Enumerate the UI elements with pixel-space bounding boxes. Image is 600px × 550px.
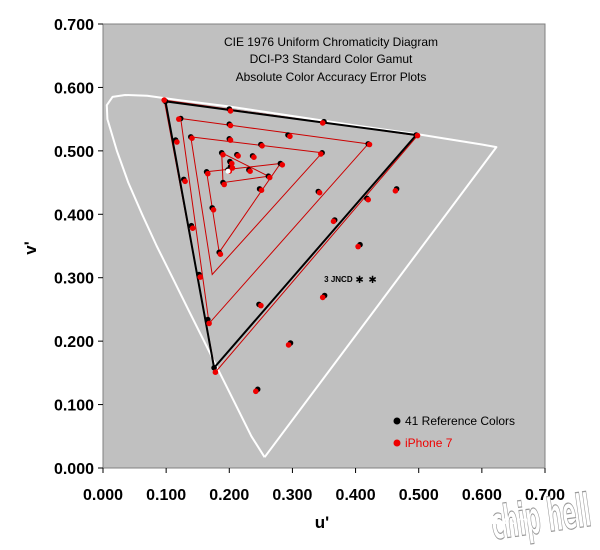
y-tick-label-0: 0.000	[54, 461, 94, 478]
iphone-point-24	[205, 170, 211, 177]
iphone-point-36	[229, 160, 235, 167]
iphone-point-1	[161, 97, 167, 103]
legend-label-iphone: iPhone 7	[405, 436, 453, 450]
iphone-point-3	[319, 120, 326, 126]
title-line-1: CIE 1976 Uniform Chromaticity Diagram	[224, 35, 438, 49]
iphone-point-14	[182, 178, 188, 185]
iphone-point-17	[227, 122, 234, 129]
iphone-point-5	[392, 188, 399, 194]
y-tick-label-6: 0.600	[54, 80, 94, 97]
iphone-point-13	[189, 225, 196, 231]
x-axis-title: u'	[315, 513, 329, 532]
iphone-point-39	[330, 218, 337, 225]
chart-title: CIE 1976 Uniform Chromaticity Diagram DC…	[224, 35, 438, 84]
iphone-point-41	[258, 302, 264, 309]
jncd-marker-measured: ✱	[368, 275, 376, 286]
iphone-point-26	[217, 251, 224, 257]
y-tick-label-7: 0.700	[54, 17, 94, 34]
x-tick-label-2: 0.200	[209, 487, 249, 504]
watermark-logo: chip hell	[487, 483, 594, 550]
y-tick-label-4: 0.400	[54, 207, 94, 224]
y-tick-label-2: 0.200	[54, 334, 94, 351]
iphone-point-4	[414, 132, 421, 139]
iphone-point-9	[253, 388, 259, 395]
iphone-point-33	[247, 168, 253, 174]
title-line-3: Absolute Color Accuracy Error Plots	[236, 70, 427, 84]
y-axis-title: v'	[21, 241, 40, 255]
white-point	[225, 168, 231, 174]
iphone-point-11	[206, 320, 212, 327]
iphone-point-10	[212, 369, 219, 376]
iphone-point-40	[316, 189, 323, 196]
iphone-point-28	[235, 153, 241, 159]
iphone-point-22	[259, 143, 265, 149]
jncd-marker-reference: ✱	[355, 275, 363, 286]
iphone-point-19	[366, 141, 373, 148]
iphone-point-2	[227, 108, 234, 114]
iphone-point-34	[266, 174, 273, 181]
iphone-point-20	[189, 135, 195, 141]
x-tick-label-3: 0.300	[272, 487, 312, 504]
x-tick-label-4: 0.400	[336, 487, 376, 504]
title-line-2: DCI-P3 Standard Color Gamut	[250, 52, 413, 66]
reference-gamut-triangle-1	[164, 100, 419, 371]
y-tick-label-3: 0.300	[54, 271, 94, 288]
iphone-point-30	[279, 162, 286, 168]
iphone-point-31	[258, 187, 265, 193]
iphone-point-21	[227, 137, 234, 143]
legend-marker-reference	[393, 417, 401, 425]
x-axis-ticks: 0.000 0.100 0.200 0.300 0.400 0.500 0.600 0.700	[83, 468, 565, 504]
measured-gamut-triangle-2	[180, 117, 370, 325]
iphone-point-7	[319, 294, 326, 301]
measured-gamut-triangle-3	[190, 136, 324, 276]
legend-marker-iphone	[393, 439, 401, 447]
iphone-point-15	[174, 139, 180, 145]
iphone-point-38	[365, 196, 372, 203]
jncd-annotation: 3 JNCD ✱ ✱	[324, 275, 377, 286]
x-tick-label-5: 0.500	[399, 487, 439, 504]
iphone-point-29	[251, 154, 257, 160]
iphone-point-12	[197, 274, 203, 280]
y-axis-ticks: 0.000 0.100 0.200 0.300 0.400 0.500 0.600 0.700	[54, 17, 103, 478]
legend: 41 Reference Colors iPhone 7	[393, 414, 515, 450]
spectrum-locus	[105, 94, 498, 458]
iphone-point-18	[287, 133, 293, 140]
iphone-point-23	[318, 151, 324, 157]
data-points	[161, 97, 421, 395]
iphone-point-16	[176, 116, 182, 122]
iphone-point-32	[220, 151, 226, 158]
iphone-point-37	[221, 181, 227, 188]
measured-gamut-triangle-5	[221, 151, 271, 184]
watermark-url: www.chiphell.com	[416, 514, 529, 527]
spectrum-locus-curve	[105, 94, 498, 458]
y-tick-label-5: 0.500	[54, 144, 94, 161]
legend-label-reference: 41 Reference Colors	[405, 414, 515, 428]
x-tick-label-0: 0.000	[83, 487, 123, 504]
x-tick-label-7: 0.700	[525, 487, 565, 504]
iphone-point-6	[355, 243, 361, 250]
x-tick-label-1: 0.100	[146, 487, 186, 504]
y-tick-label-1: 0.100	[54, 398, 94, 415]
iphone-point-8	[285, 342, 292, 348]
watermark: chip hell www.chiphell.com	[416, 482, 595, 550]
iphone-point-25	[210, 207, 217, 213]
jncd-label: 3 JNCD	[324, 275, 353, 284]
plot-area	[102, 23, 546, 469]
gamut-triangles	[163, 99, 419, 374]
reference-point-10	[211, 365, 217, 371]
x-tick-label-6: 0.600	[462, 487, 502, 504]
